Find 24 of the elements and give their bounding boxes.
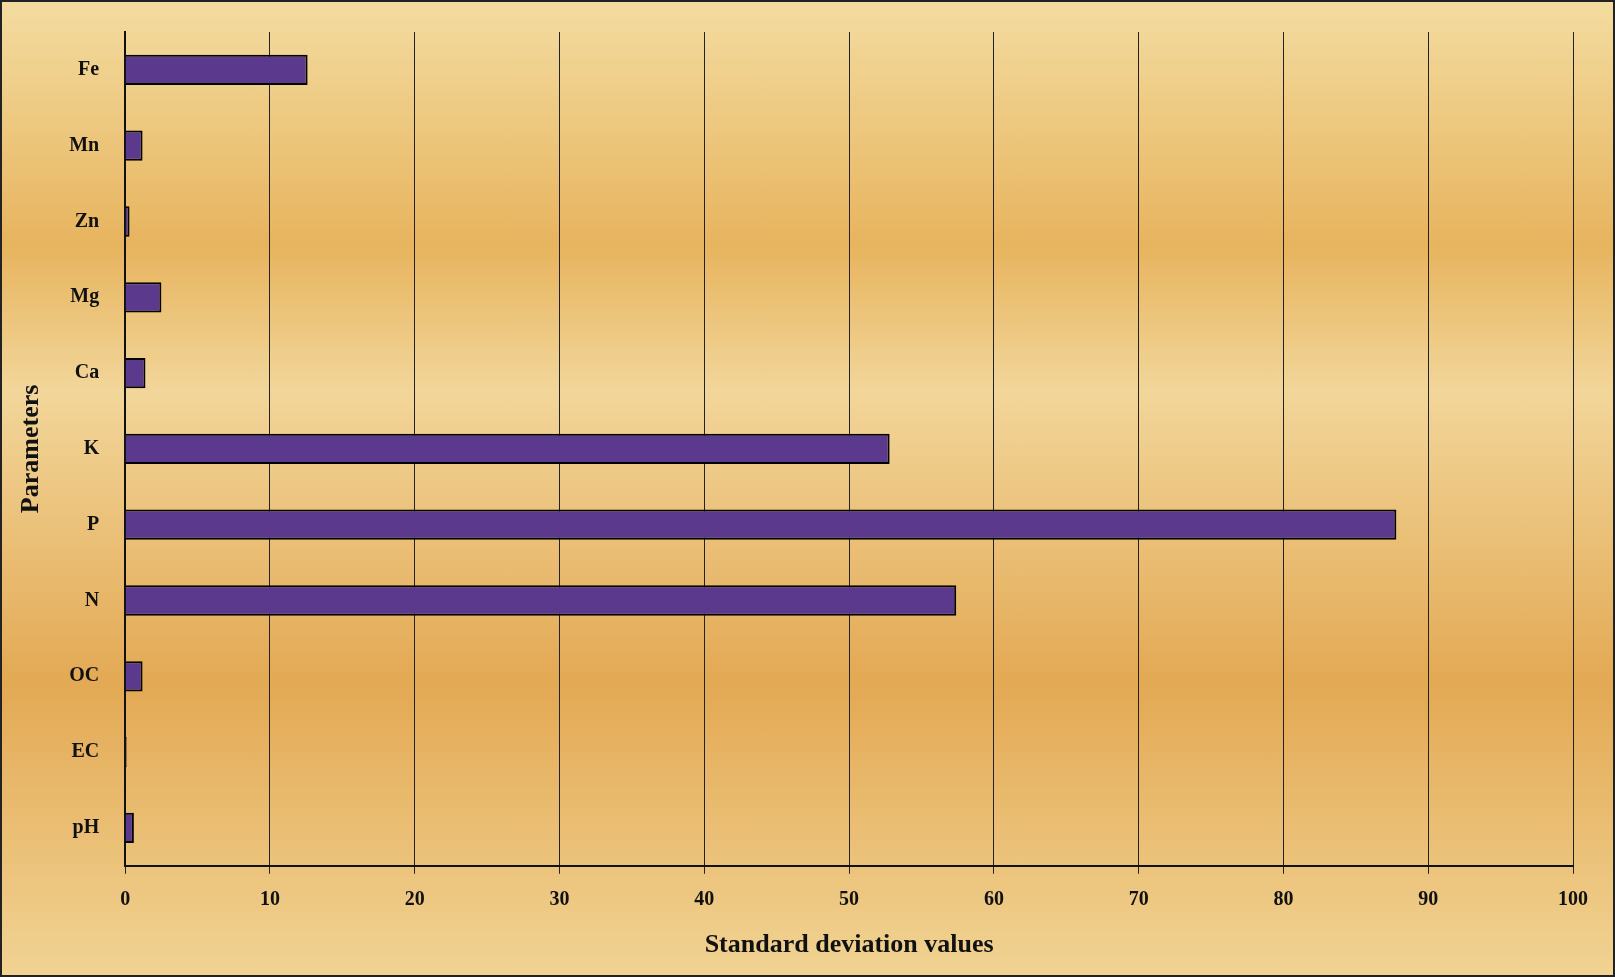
x-tick-label: 100 (1558, 886, 1588, 909)
y-tick-label: Ca (74, 360, 100, 383)
x-tick-label: 30 (549, 886, 570, 909)
y-tick-label: Mg (70, 284, 100, 308)
x-tick-label: 70 (1128, 886, 1149, 909)
x-tick-label: 0 (120, 886, 131, 909)
x-tick-label: 90 (1418, 886, 1439, 909)
x-tick-label: 60 (983, 886, 1004, 909)
y-tick-label: K (83, 436, 100, 459)
x-tick-label: 20 (404, 886, 425, 909)
y-tick-label: OC (69, 663, 100, 686)
y-tick-label: P (86, 511, 100, 534)
x-tick-label: 10 (259, 886, 280, 909)
x-axis-title: Standard deviation values (704, 929, 994, 959)
x-tick-label: 50 (839, 886, 860, 909)
y-tick-label: pH (72, 815, 100, 839)
y-tick-label: N (84, 587, 100, 610)
x-tick-label: 40 (694, 886, 715, 909)
y-tick-label: Mn (69, 132, 100, 155)
x-tick-label: 80 (1273, 886, 1294, 909)
y-tick-label: Fe (78, 57, 100, 80)
y-tick-label: EC (71, 739, 100, 762)
y-tick-label: Zn (74, 208, 100, 231)
y-axis-title: Parameters (15, 384, 45, 514)
